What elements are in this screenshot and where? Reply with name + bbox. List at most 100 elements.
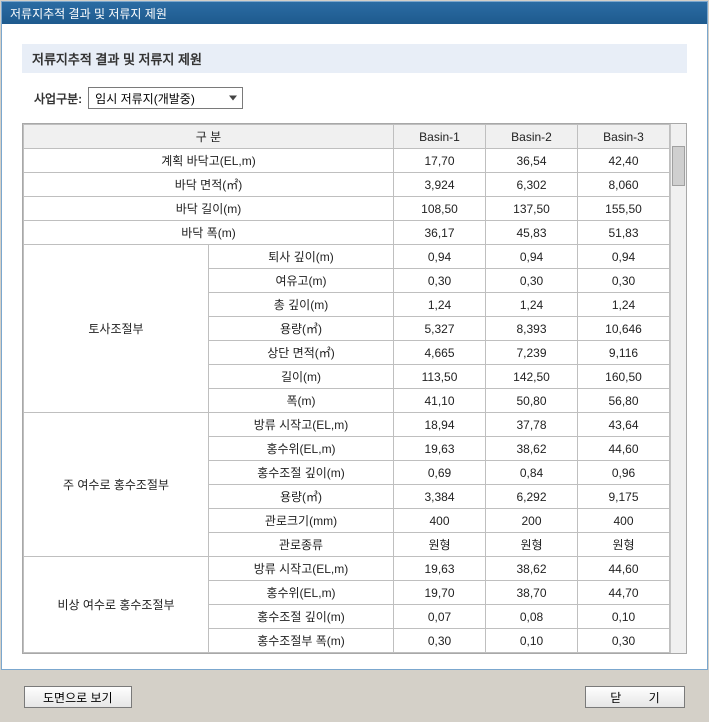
filter-row: 사업구분: 임시 저류지(개발중) <box>22 87 687 109</box>
cell-b2: 50,80 <box>486 389 578 413</box>
row-label: 총 깊이(m) <box>209 293 394 317</box>
cell-b2: 38,70 <box>486 581 578 605</box>
cell-b1: 0,69 <box>394 461 486 485</box>
row-label: 용량(㎥) <box>209 317 394 341</box>
row-label: 바닥 폭(m) <box>24 221 394 245</box>
th-basin-1: Basin-1 <box>394 125 486 149</box>
cell-b3: 0,10 <box>578 605 670 629</box>
group-label: 토사조절부 <box>24 245 209 413</box>
select-value: 임시 저류지(개발중) <box>95 90 195 107</box>
table-row: 계획 바닥고(EL,m)17,7036,5442,40 <box>24 149 670 173</box>
cell-b3: 160,50 <box>578 365 670 389</box>
titlebar: 저류지추적 결과 및 저류지 제원 <box>2 2 707 24</box>
cell-b1: 0,30 <box>394 269 486 293</box>
cell-b1: 4,665 <box>394 341 486 365</box>
cell-b1: 36,17 <box>394 221 486 245</box>
cell-b1: 19,70 <box>394 581 486 605</box>
cell-b2: 38,62 <box>486 557 578 581</box>
cell-b3: 44,60 <box>578 557 670 581</box>
filter-label: 사업구분: <box>34 90 82 107</box>
cell-b3: 0,30 <box>578 629 670 653</box>
cell-b2: 45,83 <box>486 221 578 245</box>
row-label: 용량(㎥) <box>209 485 394 509</box>
row-label: 홍수위(EL,m) <box>209 581 394 605</box>
row-label: 방류 시작고(EL,m) <box>209 413 394 437</box>
table-row: 토사조절부퇴사 깊이(m)0,940,940,94 <box>24 245 670 269</box>
cell-b1: 41,10 <box>394 389 486 413</box>
table-row: 바닥 폭(m)36,1745,8351,83 <box>24 221 670 245</box>
cell-b2: 0,10 <box>486 629 578 653</box>
group-label: 비상 여수로 홍수조절부 <box>24 557 209 653</box>
row-label: 관로크기(mm) <box>209 509 394 533</box>
row-label: 바닥 면적(㎡) <box>24 173 394 197</box>
content-area: 저류지추적 결과 및 저류지 제원 사업구분: 임시 저류지(개발중) 구 분 … <box>2 24 707 674</box>
row-label: 계획 바닥고(EL,m) <box>24 149 394 173</box>
cell-b2: 0,84 <box>486 461 578 485</box>
view-drawing-button[interactable]: 도면으로 보기 <box>24 686 132 708</box>
row-label: 관로종류 <box>209 533 394 557</box>
cell-b3: 0,94 <box>578 245 670 269</box>
row-label: 홍수조절부 폭(m) <box>209 629 394 653</box>
window-title: 저류지추적 결과 및 저류지 제원 <box>10 5 167 22</box>
table-scroll: 구 분 Basin-1 Basin-2 Basin-3 계획 바닥고(EL,m)… <box>23 124 670 653</box>
cell-b1: 1,24 <box>394 293 486 317</box>
cell-b2: 0,94 <box>486 245 578 269</box>
cell-b1: 19,63 <box>394 437 486 461</box>
cell-b1: 19,63 <box>394 557 486 581</box>
cell-b1: 원형 <box>394 533 486 557</box>
vertical-scrollbar[interactable] <box>670 124 686 653</box>
cell-b2: 6,292 <box>486 485 578 509</box>
cell-b3: 1,24 <box>578 293 670 317</box>
section-title: 저류지추적 결과 및 저류지 제원 <box>22 44 687 73</box>
cell-b1: 3,384 <box>394 485 486 509</box>
cell-b3: 0,96 <box>578 461 670 485</box>
cell-b1: 0,94 <box>394 245 486 269</box>
close-button[interactable]: 닫 기 <box>585 686 685 708</box>
results-table: 구 분 Basin-1 Basin-2 Basin-3 계획 바닥고(EL,m)… <box>23 124 670 653</box>
group-label: 주 여수로 홍수조절부 <box>24 413 209 557</box>
cell-b2: 36,54 <box>486 149 578 173</box>
th-group: 구 분 <box>24 125 394 149</box>
row-label: 홍수조절 깊이(m) <box>209 605 394 629</box>
row-label: 길이(m) <box>209 365 394 389</box>
cell-b3: 42,40 <box>578 149 670 173</box>
row-label: 홍수위(EL,m) <box>209 437 394 461</box>
cell-b3: 10,646 <box>578 317 670 341</box>
cell-b1: 0,30 <box>394 629 486 653</box>
cell-b3: 44,60 <box>578 437 670 461</box>
cell-b3: 43,64 <box>578 413 670 437</box>
cell-b2: 7,239 <box>486 341 578 365</box>
row-label: 여유고(m) <box>209 269 394 293</box>
cell-b2: 0,30 <box>486 269 578 293</box>
chevron-down-icon <box>229 96 237 101</box>
cell-b1: 0,07 <box>394 605 486 629</box>
cell-b3: 400 <box>578 509 670 533</box>
cell-b2: 142,50 <box>486 365 578 389</box>
row-label: 상단 면적(㎡) <box>209 341 394 365</box>
cell-b1: 18,94 <box>394 413 486 437</box>
cell-b3: 원형 <box>578 533 670 557</box>
cell-b3: 9,116 <box>578 341 670 365</box>
table-row: 바닥 길이(m)108,50137,50155,50 <box>24 197 670 221</box>
table-wrap: 구 분 Basin-1 Basin-2 Basin-3 계획 바닥고(EL,m)… <box>22 123 687 654</box>
row-label: 폭(m) <box>209 389 394 413</box>
cell-b1: 17,70 <box>394 149 486 173</box>
cell-b2: 8,393 <box>486 317 578 341</box>
table-row: 바닥 면적(㎡)3,9246,3028,060 <box>24 173 670 197</box>
cell-b3: 44,70 <box>578 581 670 605</box>
cell-b1: 3,924 <box>394 173 486 197</box>
table-row: 비상 여수로 홍수조절부방류 시작고(EL,m)19,6338,6244,60 <box>24 557 670 581</box>
cell-b3: 8,060 <box>578 173 670 197</box>
cell-b2: 1,24 <box>486 293 578 317</box>
cell-b1: 400 <box>394 509 486 533</box>
cell-b2: 200 <box>486 509 578 533</box>
scrollbar-thumb[interactable] <box>672 146 685 186</box>
cell-b1: 113,50 <box>394 365 486 389</box>
row-label: 바닥 길이(m) <box>24 197 394 221</box>
cell-b1: 5,327 <box>394 317 486 341</box>
row-label: 방류 시작고(EL,m) <box>209 557 394 581</box>
dialog-window: 저류지추적 결과 및 저류지 제원 저류지추적 결과 및 저류지 제원 사업구분… <box>1 1 708 670</box>
cell-b3: 56,80 <box>578 389 670 413</box>
cell-b3: 51,83 <box>578 221 670 245</box>
business-type-select[interactable]: 임시 저류지(개발중) <box>88 87 243 109</box>
